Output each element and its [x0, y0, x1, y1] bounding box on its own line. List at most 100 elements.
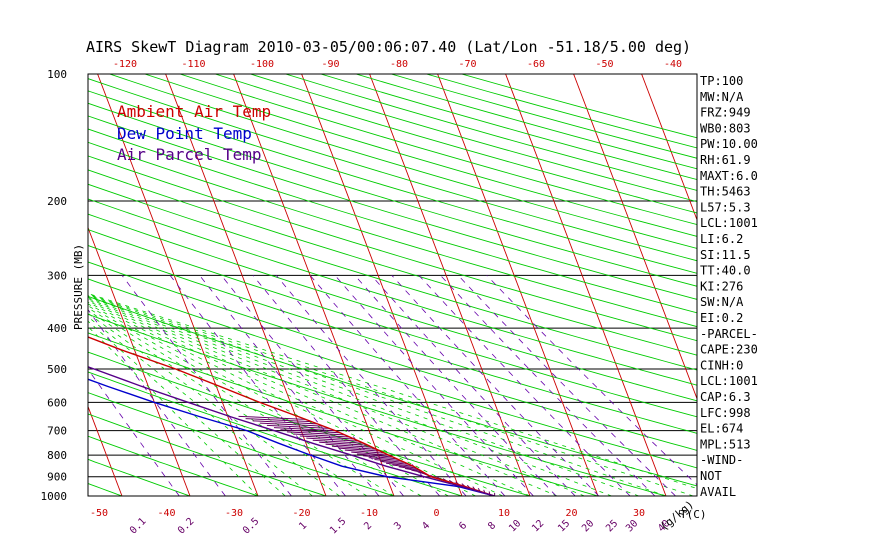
cape-hatch: [306, 437, 360, 442]
dry-adiabat-140: [88, 141, 697, 328]
mixing-ratio-tick: 30: [624, 518, 640, 534]
index-label: SI:11.5: [700, 248, 751, 262]
index-label: LI:6.2: [700, 232, 743, 246]
bottom-temp-tick: -20: [292, 508, 310, 519]
dry-adiabat-200: [109, 74, 697, 249]
cape-hatch: [411, 469, 426, 474]
legend-ambient-air-temp: Ambient Air Temp: [117, 102, 271, 121]
bottom-temp-tick: 30: [633, 508, 645, 519]
legend-air-parcel-temp: Air Parcel Temp: [117, 145, 262, 164]
index-label: CAPE:230: [700, 343, 758, 357]
moist-adiabat-2: [88, 301, 476, 496]
top-temp-tick: -120: [113, 59, 137, 70]
moist-adiabat-18: [88, 296, 585, 496]
isotherm--50: [88, 405, 123, 496]
top-temp-tick: -70: [458, 59, 476, 70]
isotherm-40: [573, 74, 697, 400]
top-temp-tick: -90: [321, 59, 339, 70]
mixing-ratio-tick: 1.5: [328, 516, 349, 537]
chart-title: AIRS SkewT Diagram 2010-03-05/00:06:07.4…: [86, 38, 691, 56]
mixing-ratio-tick: 15: [556, 518, 572, 534]
plot-frame: [87, 73, 698, 497]
bottom-temp-tick: -40: [157, 508, 175, 519]
cape-hatch: [392, 464, 417, 469]
index-label: KI:276: [700, 279, 743, 293]
cape-hatch: [312, 439, 364, 444]
mixing-ratio-8: [334, 275, 534, 496]
mixing-ratio-0.1: [88, 368, 180, 496]
cape-hatch: [280, 429, 340, 434]
dry-adiabat-190: [88, 78, 697, 262]
index-label: FRZ:949: [700, 106, 751, 120]
mixing-ratio-1: [169, 275, 346, 496]
isotherm--20: [165, 74, 327, 496]
index-label: PW:10.00: [700, 137, 758, 151]
moist-adiabat-10: [88, 299, 531, 496]
mixing-ratio-tick: 0.1: [128, 516, 149, 537]
cape-hatch: [338, 447, 381, 452]
series-ambient-air-temp: [88, 336, 495, 496]
cape-hatch: [319, 441, 368, 446]
moist-adiabat-30: [88, 294, 667, 496]
mixing-ratio-40: [486, 275, 697, 486]
mixing-ratio-30: [457, 275, 676, 496]
cape-hatch: [404, 467, 423, 472]
mixing-ratio-tick: 12: [530, 518, 546, 534]
dry-adiabat-20: [88, 332, 599, 496]
bottom-temp-tick: -30: [225, 508, 243, 519]
mixing-ratio-2: [220, 275, 404, 496]
bottom-temp-tick: 0: [433, 508, 439, 519]
cape-hatch: [245, 418, 312, 423]
index-label: CINH:0: [700, 358, 743, 372]
isotherm--10: [233, 74, 395, 496]
index-label: RH:61.9: [700, 153, 751, 167]
dry-adiabat--40: [88, 458, 191, 496]
x-axis-label: T(C): [680, 508, 707, 521]
moist-adiabat--30: [88, 326, 259, 496]
cape-hatch: [386, 462, 414, 467]
pressure-tick: 1000: [41, 490, 68, 503]
cape-hatch: [252, 420, 318, 425]
cape-hatch: [351, 451, 389, 456]
index-label: NOT: [700, 469, 722, 483]
index-label: L57:5.3: [700, 200, 751, 214]
index-label: TP:100: [700, 74, 743, 88]
dry-adiabat-10: [88, 351, 531, 496]
dry-adiabat-290: [426, 74, 697, 149]
dry-adiabat-90: [88, 213, 697, 402]
mixing-ratio-tick: 1: [297, 520, 309, 532]
index-label: LCL:1001: [700, 374, 758, 388]
cape-hatch: [380, 460, 410, 465]
index-label: EL:674: [700, 422, 743, 436]
index-label: MAXT:6.0: [700, 169, 758, 183]
pressure-tick: 300: [47, 269, 67, 282]
mixing-ratio-tick: 10: [507, 518, 523, 534]
series-dew-point-temp: [88, 378, 495, 496]
mixing-ratio-tick: 8: [486, 520, 498, 532]
isotherm--60: [0, 74, 54, 496]
mixing-ratio-1.5: [199, 275, 380, 496]
dry-adiabat-30: [88, 313, 667, 496]
index-label: MW:N/A: [700, 90, 744, 104]
index-label: LFC:998: [700, 406, 751, 420]
mixing-ratio-10: [354, 275, 557, 496]
top-temp-tick: -110: [181, 59, 205, 70]
mixing-ratio-tick: 2: [362, 520, 374, 532]
plot-lines: [0, 74, 697, 496]
cape-hatch: [325, 443, 373, 448]
moist-adiabat--26: [88, 320, 286, 496]
top-temp-tick: -40: [664, 59, 682, 70]
isotherm--40: [88, 226, 191, 496]
y-axis-label: PRESSURE (MB): [72, 244, 85, 330]
dry-adiabat-50: [88, 278, 697, 469]
moist-adiabat-34: [88, 293, 694, 496]
dry-adiabat--20: [88, 413, 327, 496]
dry-adiabat-100: [88, 198, 697, 386]
top-temp-tick: -60: [527, 59, 545, 70]
pressure-tick: 900: [47, 471, 67, 484]
cape-hatch: [273, 427, 336, 432]
top-temp-tick: -80: [390, 59, 408, 70]
cape-hatch: [331, 445, 377, 450]
mixing-ratio-0.2: [88, 309, 226, 496]
